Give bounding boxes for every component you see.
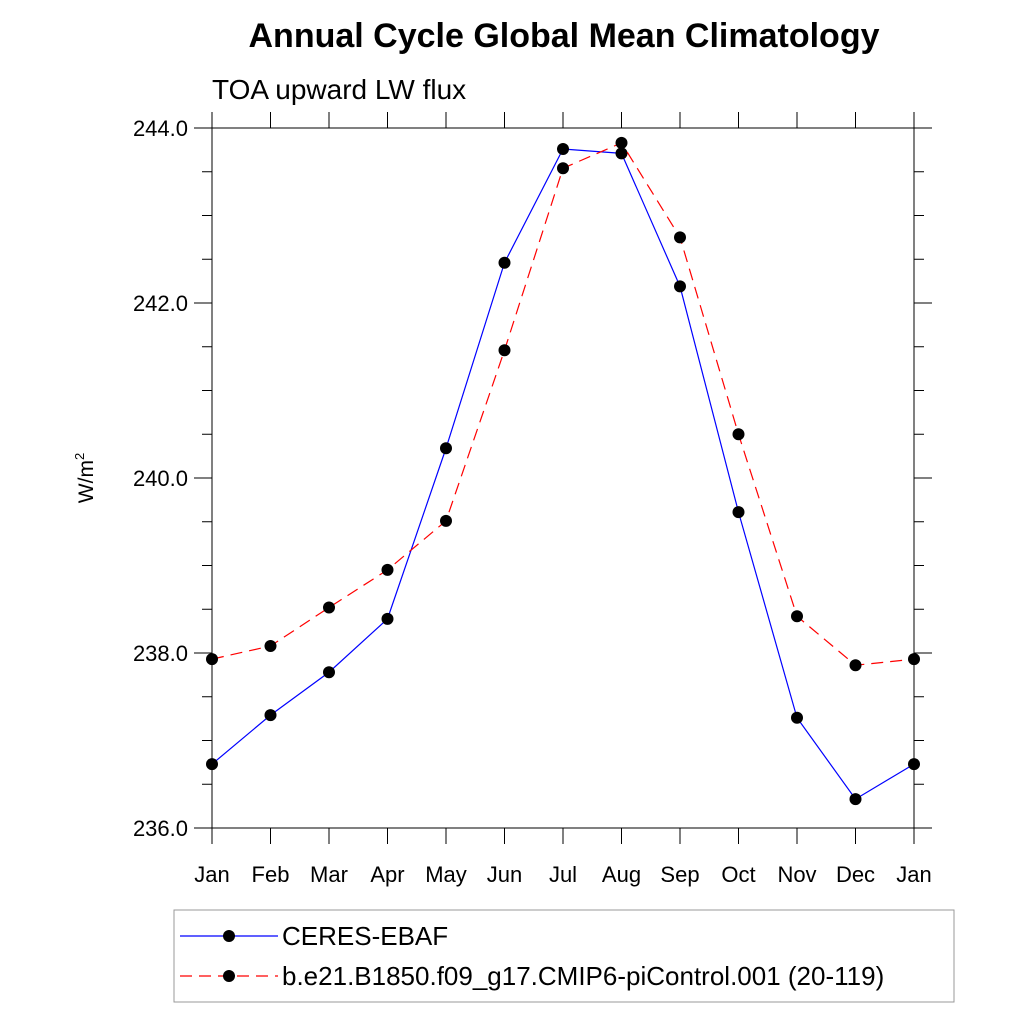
x-tick-label: Sep — [660, 862, 699, 887]
data-point — [206, 653, 218, 666]
y-tick-label: 238.0 — [133, 641, 188, 666]
legend-marker — [223, 970, 235, 982]
x-tick-label: Jul — [549, 862, 577, 887]
axis-ticks — [194, 112, 932, 844]
data-point — [732, 506, 745, 519]
data-point — [264, 640, 277, 652]
data-point — [323, 601, 335, 614]
data-point — [323, 666, 335, 679]
x-tick-label: Apr — [370, 862, 404, 887]
series-line — [211, 148, 915, 800]
y-tick-label: 240.0 — [133, 466, 188, 491]
legend-marker — [223, 930, 235, 942]
plot-frame — [211, 127, 915, 829]
x-tick-labels: Jan Feb Mar Apr May Jun Jul Aug Sep Oct Nov Dec Jan — [194, 862, 931, 887]
data-point — [615, 136, 628, 149]
x-tick-label: Jan — [896, 862, 931, 887]
y-tick-label: 244.0 — [133, 116, 188, 141]
series-2 — [206, 136, 920, 672]
series-1 — [206, 143, 920, 806]
data-point — [440, 514, 452, 527]
data-point — [791, 711, 803, 724]
data-point — [557, 162, 569, 175]
x-tick-label: Oct — [721, 862, 755, 887]
chart-title: Annual Cycle Global Mean Climatology — [249, 17, 880, 55]
legend: CERES-EBAF b.e21.B1850.f09_g17.CMIP6-piCo… — [173, 909, 955, 1003]
data-point — [908, 653, 920, 666]
data-point — [849, 793, 862, 806]
data-point — [615, 147, 628, 160]
data-point — [206, 758, 218, 771]
data-point — [440, 442, 452, 455]
x-tick-label: Mar — [310, 862, 348, 887]
y-tick-labels: 236.0 238.0 240.0 242.0 244.0 — [133, 116, 188, 841]
data-point — [498, 256, 511, 269]
series-layer — [206, 136, 920, 806]
data-point — [264, 709, 277, 722]
legend-label: CERES-EBAF — [282, 921, 448, 951]
legend-entry-1: CERES-EBAF — [180, 921, 448, 951]
x-tick-label: Jun — [487, 862, 522, 887]
x-tick-label: Aug — [602, 862, 641, 887]
svg-text:W/m2: W/m2 — [72, 453, 98, 503]
data-point — [674, 231, 686, 244]
data-point — [498, 344, 511, 357]
legend-label: b.e21.B1850.f09_g17.CMIP6-piControl.001 … — [282, 961, 884, 991]
x-tick-label: Feb — [252, 862, 290, 887]
y-axis-label: W/m2 — [72, 453, 98, 503]
data-point — [791, 610, 803, 623]
data-point — [557, 143, 569, 155]
x-tick-label: May — [425, 862, 467, 887]
chart-subtitle: TOA upward LW flux — [212, 74, 466, 105]
y-axis-label-text: W/m — [75, 460, 98, 503]
data-point — [674, 280, 686, 293]
data-point — [908, 758, 920, 771]
legend-frame — [173, 909, 955, 1003]
series-line — [211, 142, 915, 666]
data-point — [381, 612, 394, 625]
y-axis-label-superscript: 2 — [72, 453, 87, 460]
x-tick-label: Dec — [836, 862, 875, 887]
data-point — [849, 659, 862, 672]
x-tick-label: Jan — [194, 862, 229, 887]
y-tick-label: 242.0 — [133, 291, 188, 316]
data-point — [732, 428, 745, 441]
legend-entry-2: b.e21.B1850.f09_g17.CMIP6-piControl.001 … — [180, 961, 884, 991]
y-tick-label: 236.0 — [133, 816, 188, 841]
data-point — [381, 563, 394, 576]
x-tick-label: Nov — [777, 862, 816, 887]
